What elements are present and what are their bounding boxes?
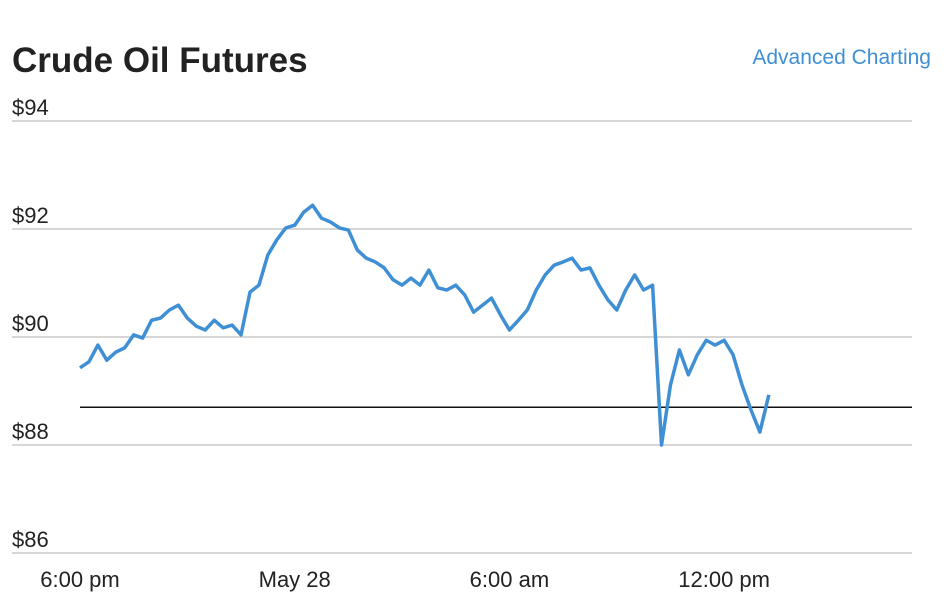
x-tick-label: 12:00 pm <box>678 567 770 592</box>
x-tick-label: 6:00 pm <box>40 567 120 592</box>
price-line <box>79 203 771 447</box>
chart-title: Crude Oil Futures <box>12 41 308 80</box>
x-tick-label: May 28 <box>259 567 331 592</box>
y-tick-label: $94 <box>12 95 49 120</box>
x-tick-label: 6:00 am <box>470 567 550 592</box>
y-tick-label: $92 <box>12 203 49 228</box>
y-tick-label: $86 <box>12 527 49 552</box>
y-tick-label: $88 <box>12 419 49 444</box>
y-tick-label: $90 <box>12 311 49 336</box>
advanced-charting-link[interactable]: Advanced Charting <box>752 46 931 69</box>
